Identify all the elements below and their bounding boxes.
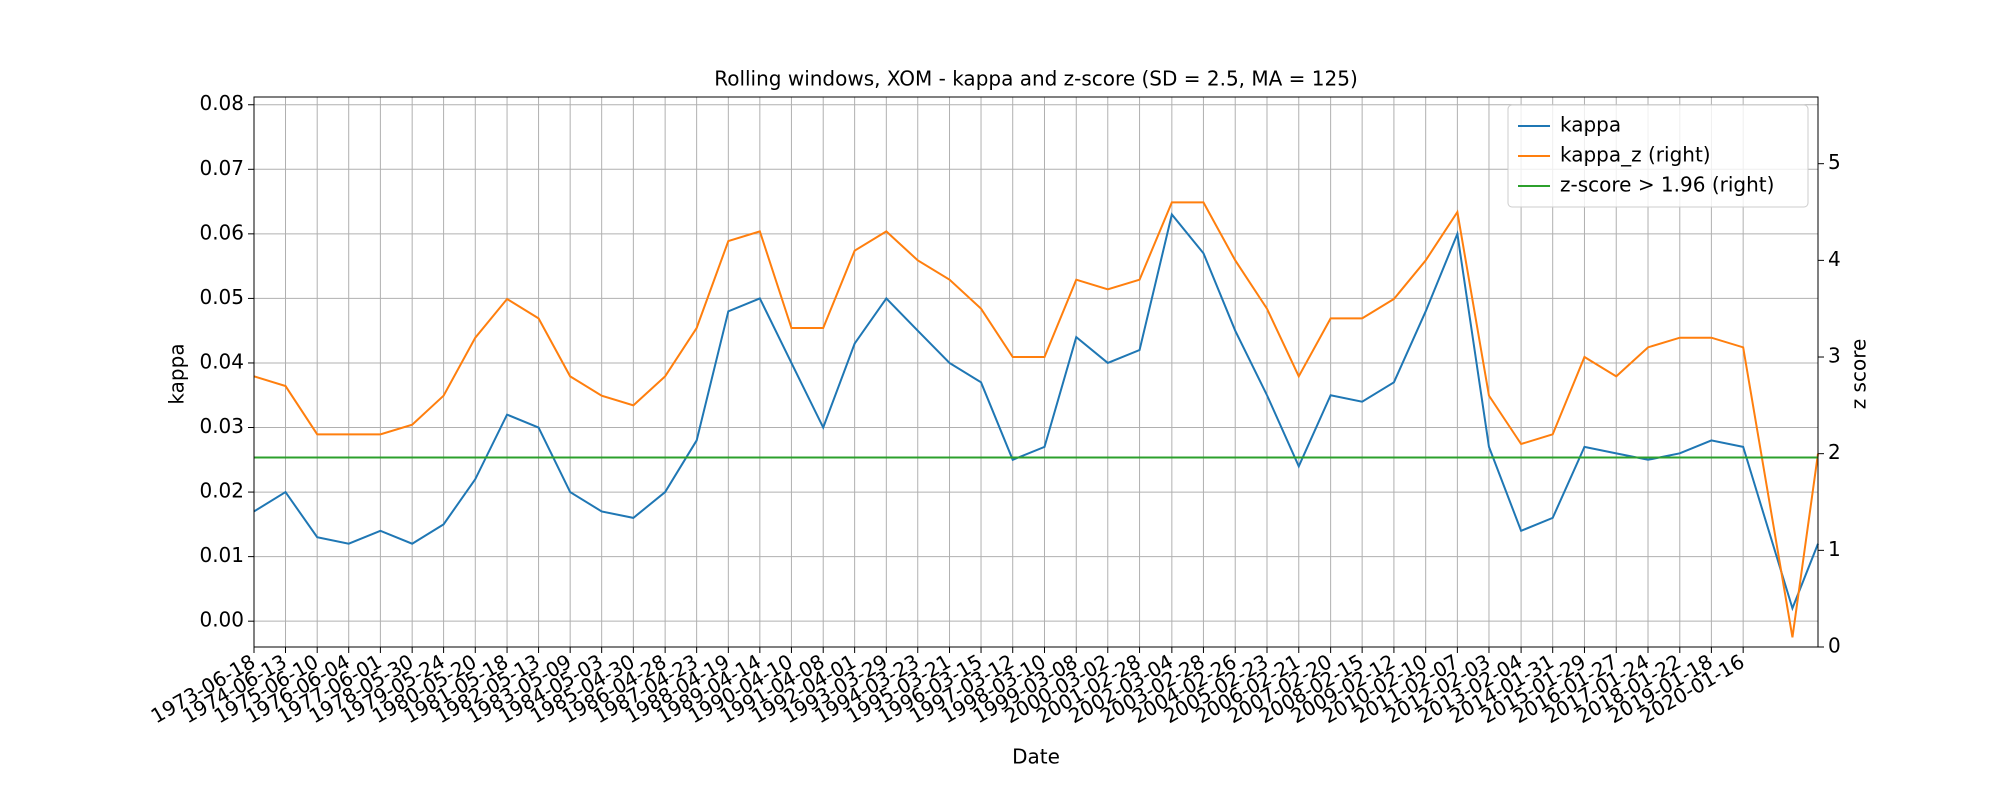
y2-tick-label: 5 xyxy=(1828,150,1841,174)
y2-tick-label: 0 xyxy=(1828,634,1841,658)
y-tick-label: 0.05 xyxy=(199,285,244,309)
y-tick-label: 0.06 xyxy=(199,220,244,244)
data-line xyxy=(253,212,1819,612)
y2-tick-label: 4 xyxy=(1828,247,1841,271)
chart-title: Rolling windows, XOM - kappa and z-score… xyxy=(714,67,1358,91)
plot-frame xyxy=(253,96,1819,648)
y2-axis-label: z score xyxy=(1847,339,1871,410)
y2-tick-label: 2 xyxy=(1828,440,1841,464)
data-line xyxy=(253,201,1819,638)
y-tick-label: 0.02 xyxy=(199,479,244,503)
y-tick-label: 0.00 xyxy=(199,608,244,632)
y-tick-label: 0.04 xyxy=(199,349,244,373)
legend-label: kappa_z (right) xyxy=(1560,143,1711,167)
y2-tick-label: 1 xyxy=(1828,537,1841,561)
legend-label: kappa xyxy=(1560,113,1621,137)
y-axis-label: kappa xyxy=(165,343,189,404)
legend-frame xyxy=(1507,104,1809,208)
y-tick-label: 0.07 xyxy=(199,156,244,180)
y-tick-label: 0.08 xyxy=(199,91,244,115)
y-tick-label: 0.01 xyxy=(199,543,244,567)
legend-label: z-score > 1.96 (right) xyxy=(1560,173,1774,197)
legend: kappa kappa_z (right) z-score > 1.96 (righ… xyxy=(1507,104,1809,208)
x-axis-label: Date xyxy=(1012,745,1060,769)
y-tick-label: 0.03 xyxy=(199,414,244,438)
y2-tick-label: 3 xyxy=(1828,344,1841,368)
